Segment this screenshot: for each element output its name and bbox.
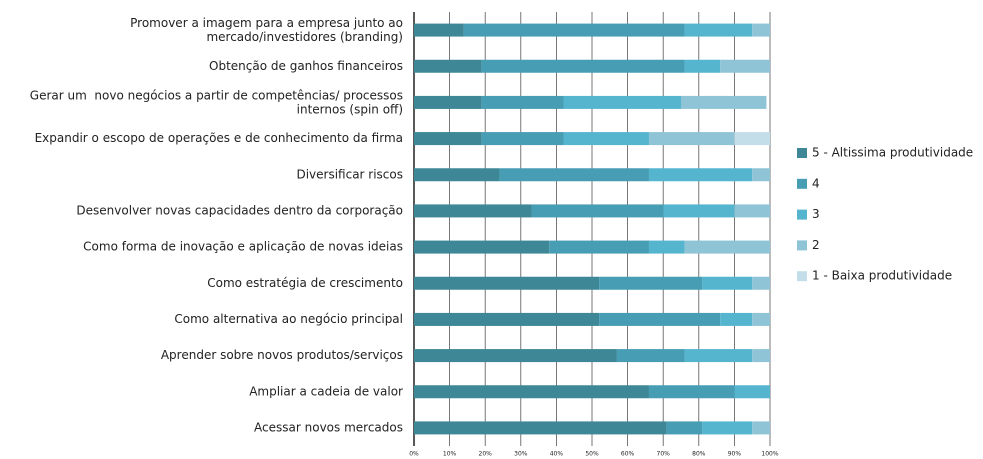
x-tick-label: 20% (479, 451, 493, 458)
bar-segment (663, 204, 735, 218)
category-label: Expandir o escopo de operações e de conh… (35, 131, 403, 145)
bar-segment (414, 95, 482, 109)
legend-label: 3 (812, 207, 820, 221)
bar-segment (481, 59, 685, 73)
legend-label: 4 (812, 176, 820, 190)
category-label: Aprender sobre novos produtos/serviços (161, 348, 403, 362)
category-label: Ampliar a cadeia de valor (249, 384, 403, 398)
bar-segment (414, 385, 649, 399)
legend-swatch (797, 148, 807, 158)
x-tick-label: 10% (443, 451, 457, 458)
bar-segment (414, 23, 464, 37)
bar-segment (414, 168, 500, 182)
bar-segment (414, 240, 550, 254)
bar-segment (752, 349, 770, 363)
bar-segment (616, 349, 685, 363)
bar-segment (666, 421, 703, 435)
category-label: Promover a imagem para a empresa junto a… (130, 16, 403, 44)
x-tick-label: 30% (514, 451, 528, 458)
bar-segment (414, 276, 600, 290)
bar-segment (752, 421, 770, 435)
legend-label: 1 - Baixa produtividade (812, 269, 952, 283)
bar-segment (734, 204, 770, 218)
category-label: Obtenção de ganhos financeiros (209, 59, 403, 73)
bar-segment (599, 276, 703, 290)
bar-segment (414, 349, 617, 363)
bar-segment (463, 23, 685, 37)
bar-segment (481, 95, 564, 109)
category-label: Como forma de inovação e aplicação de no… (83, 240, 403, 254)
bar-segment (563, 132, 649, 146)
legend-swatch (797, 271, 807, 282)
bar-segment (648, 385, 735, 399)
bar-segment (414, 132, 482, 146)
bar-segment (702, 421, 753, 435)
bar-segment (684, 23, 753, 37)
bar-segment (481, 132, 564, 146)
bar-segment (684, 349, 753, 363)
legend-label: 5 - Altissima produtividade (812, 146, 973, 160)
bar-segment (499, 168, 649, 182)
category-label: Gerar um novo negócios a partir de compe… (30, 88, 403, 116)
x-tick-label: 40% (550, 451, 564, 458)
bar-segment (720, 59, 770, 73)
bar-segment (720, 312, 753, 326)
bar-segment (752, 312, 770, 326)
legend-swatch (797, 209, 807, 220)
bar-segment (531, 204, 664, 218)
x-tick-label: 100% (761, 451, 778, 458)
category-label: Acessar novos mercados (254, 420, 403, 434)
bar-segment (752, 23, 770, 37)
bar-segment (648, 132, 735, 146)
category-label: Como estratégia de crescimento (207, 276, 403, 290)
bar-segment (648, 240, 685, 254)
bar-segment (549, 240, 649, 254)
bar-segment (684, 240, 770, 254)
bar-segment (684, 59, 721, 73)
x-tick-label: 90% (728, 451, 742, 458)
x-tick-label: 60% (621, 451, 635, 458)
bar-segment (414, 59, 482, 73)
legend-label: 2 (812, 238, 820, 252)
category-label: Como alternativa ao negócio principal (174, 312, 403, 326)
legend-swatch (797, 240, 807, 251)
x-tick-label: 70% (657, 451, 671, 458)
bar-segment (752, 276, 770, 290)
category-label: Desenvolver novas capacidades dentro da … (76, 203, 403, 217)
x-tick-label: 80% (692, 451, 706, 458)
legend-swatch (797, 178, 807, 189)
category-label: Diversificar riscos (296, 167, 403, 181)
bar-segment (414, 421, 667, 435)
bar-segment (734, 132, 770, 146)
bar-segment (599, 312, 721, 326)
bar-segment (734, 385, 770, 399)
bar-segment (563, 95, 681, 109)
bar-segment (414, 204, 532, 218)
bar-segment (414, 312, 600, 326)
bar-segment (648, 168, 753, 182)
bar-segment (752, 168, 770, 182)
x-tick-label: 50% (585, 451, 599, 458)
bar-segment (681, 95, 767, 109)
x-tick-label: 0% (409, 451, 419, 458)
bar-segment (702, 276, 753, 290)
